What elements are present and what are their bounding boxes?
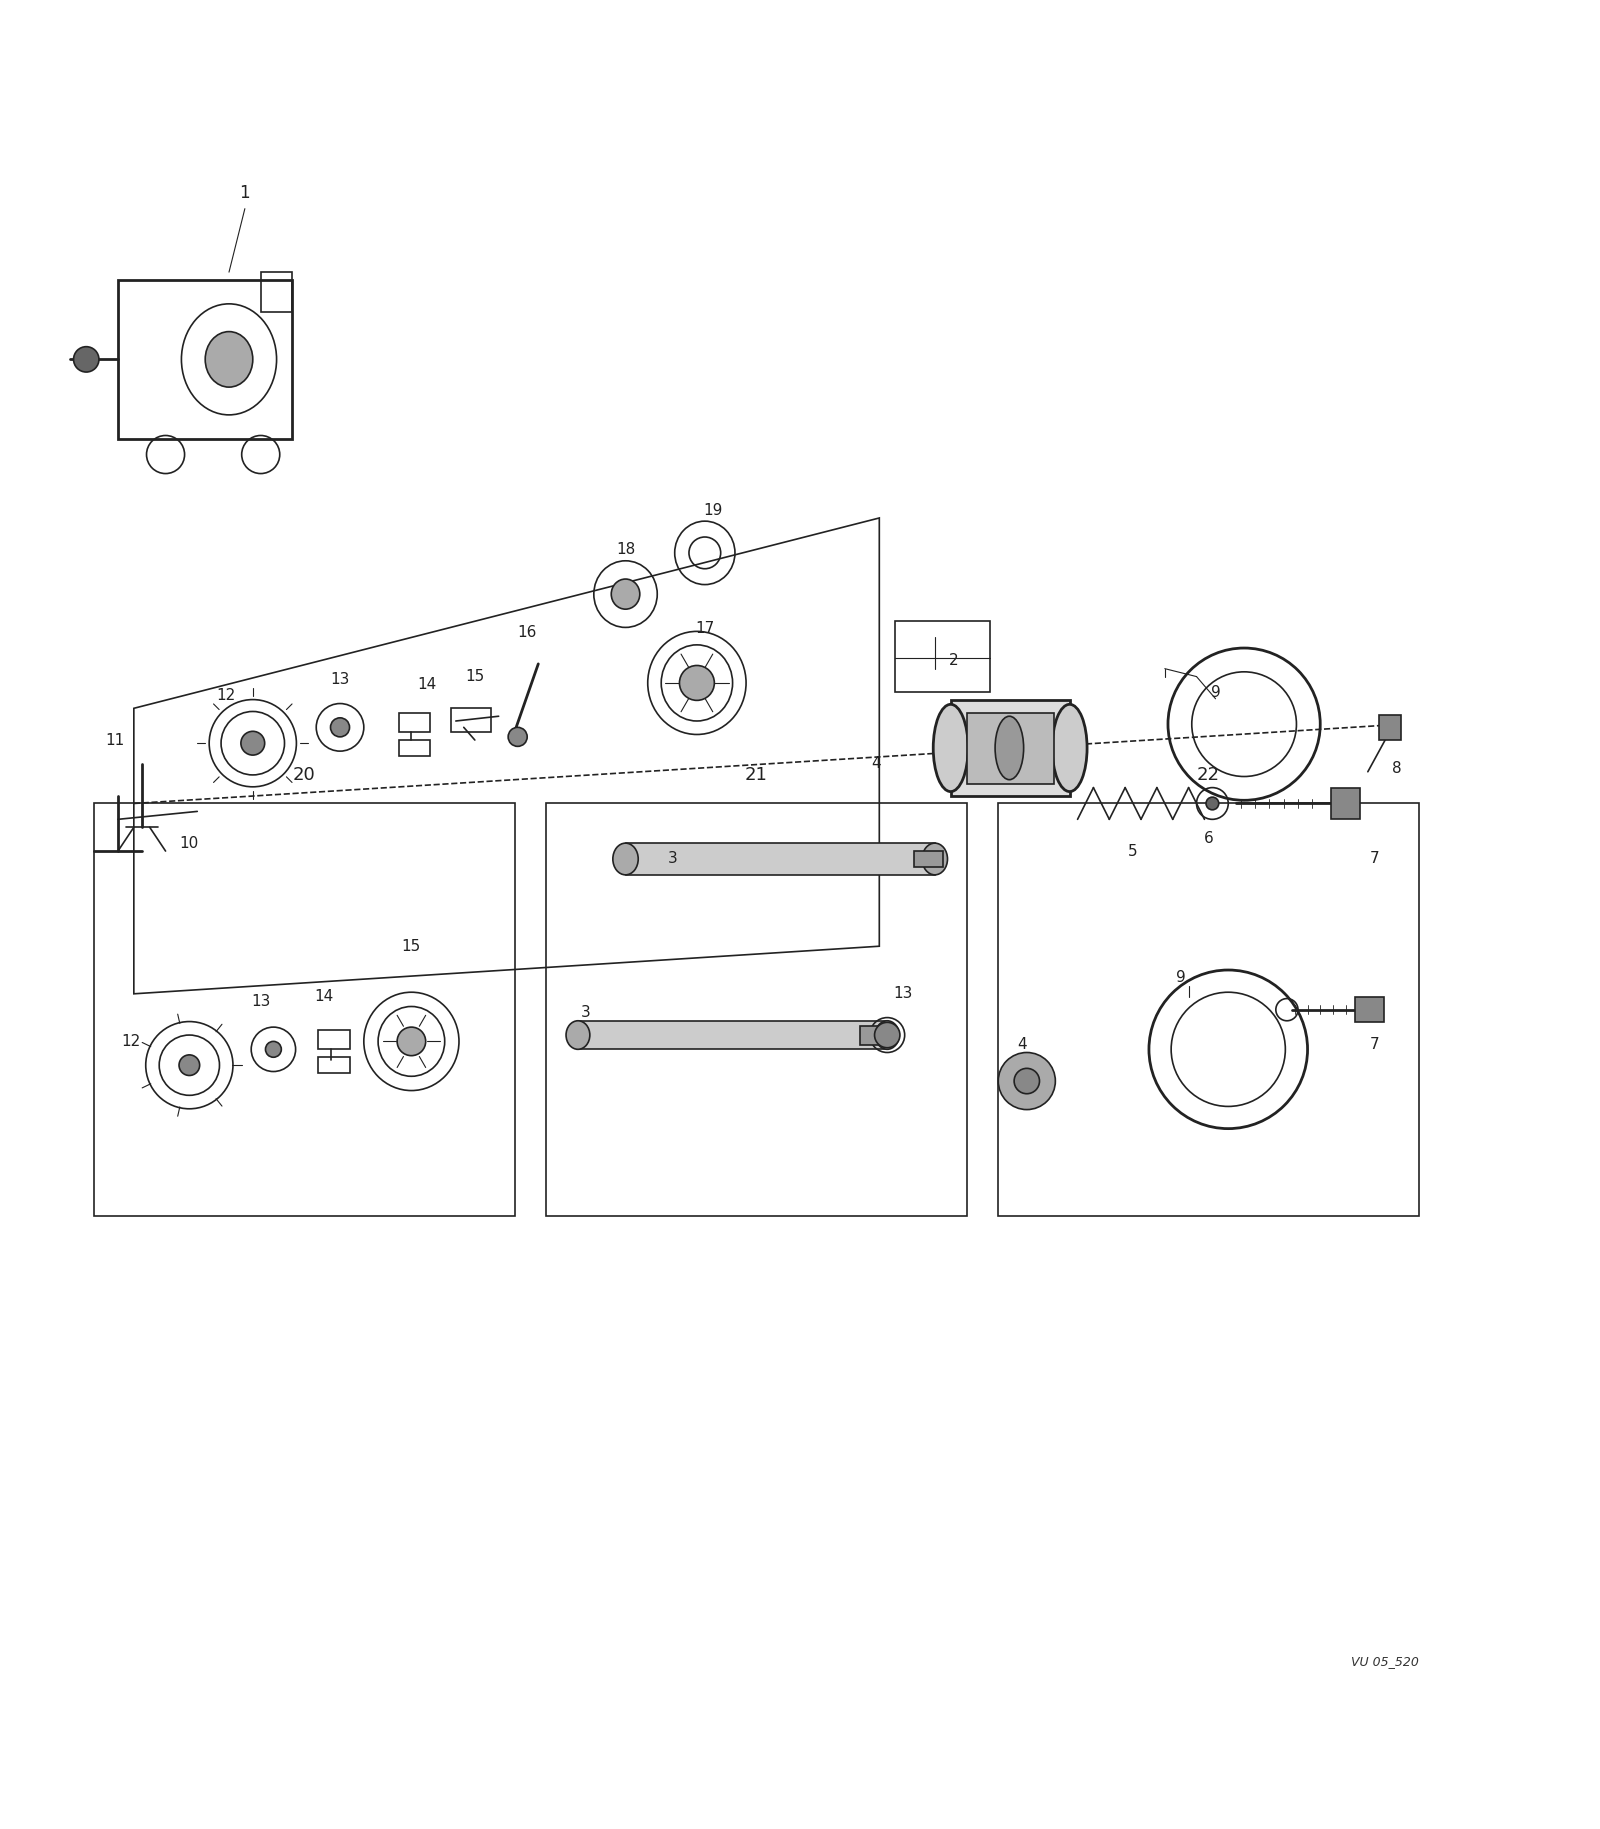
Text: 7: 7 [1370, 852, 1379, 867]
Bar [261, 273, 293, 311]
Ellipse shape [266, 1041, 282, 1057]
Bar [966, 713, 1054, 785]
Bar [546, 803, 966, 1216]
Bar [1379, 715, 1402, 741]
Text: 20: 20 [293, 766, 315, 785]
Ellipse shape [566, 1021, 590, 1050]
Bar [1355, 997, 1384, 1022]
Bar [318, 1030, 349, 1050]
Bar [861, 1026, 890, 1044]
Bar [626, 843, 934, 874]
Bar [398, 713, 430, 732]
Ellipse shape [331, 717, 349, 737]
Ellipse shape [995, 717, 1024, 779]
Text: 14: 14 [418, 677, 437, 691]
Text: 9: 9 [1176, 971, 1186, 986]
Bar [1331, 788, 1360, 819]
Text: 5: 5 [1128, 843, 1138, 858]
Bar [894, 622, 990, 693]
Text: 15: 15 [466, 669, 485, 684]
Ellipse shape [922, 843, 947, 874]
Text: 16: 16 [517, 626, 538, 640]
Text: 12: 12 [122, 1033, 141, 1048]
Circle shape [875, 1022, 899, 1048]
Text: 3: 3 [669, 852, 678, 867]
Text: 13: 13 [251, 995, 270, 1010]
Text: 2: 2 [949, 653, 958, 668]
Text: 4: 4 [872, 757, 882, 772]
Text: 7: 7 [1370, 1037, 1379, 1052]
Text: 3: 3 [581, 1006, 590, 1021]
Text: 17: 17 [696, 622, 715, 636]
Bar [998, 803, 1419, 1216]
Text: 10: 10 [179, 836, 198, 850]
Ellipse shape [875, 1021, 899, 1050]
Text: 11: 11 [106, 733, 125, 748]
Bar [578, 1021, 888, 1050]
Ellipse shape [611, 580, 640, 609]
Text: 6: 6 [1205, 830, 1214, 845]
Bar [451, 708, 491, 732]
Text: 13: 13 [330, 673, 350, 688]
Text: 22: 22 [1197, 766, 1219, 785]
Bar [398, 741, 430, 755]
Text: 12: 12 [216, 688, 235, 702]
Bar [914, 850, 942, 867]
Ellipse shape [1053, 704, 1086, 792]
Circle shape [1206, 797, 1219, 810]
Text: 14: 14 [315, 989, 334, 1004]
Bar [94, 803, 515, 1216]
Ellipse shape [397, 1028, 426, 1055]
Ellipse shape [613, 843, 638, 874]
Ellipse shape [680, 666, 714, 701]
Ellipse shape [933, 704, 968, 792]
Text: 18: 18 [616, 541, 635, 558]
Ellipse shape [205, 331, 253, 388]
Text: 1: 1 [240, 185, 250, 201]
Bar [318, 1057, 349, 1074]
Circle shape [998, 1052, 1056, 1110]
Bar [950, 701, 1070, 796]
Ellipse shape [242, 732, 264, 755]
Circle shape [74, 348, 99, 371]
Text: 15: 15 [402, 938, 421, 953]
Text: 13: 13 [893, 986, 912, 1000]
Text: 9: 9 [1211, 684, 1221, 701]
Circle shape [509, 728, 526, 746]
Text: VU 05_520: VU 05_520 [1350, 1655, 1419, 1668]
Ellipse shape [179, 1055, 200, 1075]
Text: 4: 4 [1018, 1037, 1027, 1052]
Text: 8: 8 [1392, 761, 1402, 775]
Circle shape [1014, 1068, 1040, 1094]
Bar [118, 280, 293, 439]
Text: 19: 19 [702, 503, 723, 518]
Text: 21: 21 [746, 766, 768, 785]
